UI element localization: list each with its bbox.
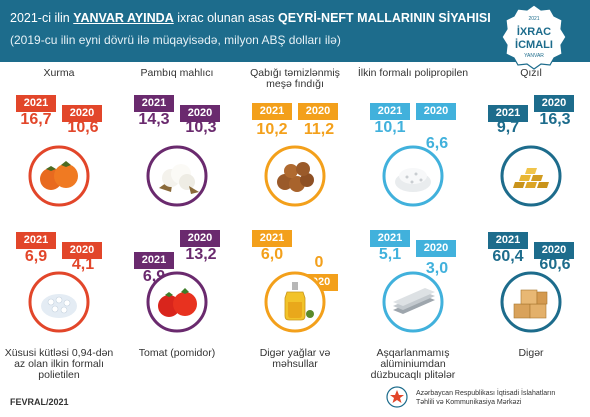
- value-2021: 6,9: [24, 248, 48, 265]
- item-card: Digər 2021 2020 60,4 60,6: [472, 226, 590, 396]
- hazelnut-icon: [264, 145, 326, 207]
- item-name: Qızıl: [520, 67, 542, 79]
- aluminium-icon: [382, 271, 444, 333]
- item-card: Xüsusi kütləsi 0,94-dən az olan ilkin fo…: [0, 226, 118, 396]
- item-card: Qızıl 2021 2020 9,7 16,3: [472, 64, 590, 234]
- item-card: Tomat (pomidor) 2021 2020 6,9 13,2: [118, 226, 236, 396]
- year-2021-tag: 2021: [134, 252, 174, 269]
- footer-organization: Azərbaycan Respublikası İqtisadi İslahat…: [416, 389, 586, 407]
- year-2020-tag: 2020: [298, 103, 338, 120]
- footer-org-line-1: Azərbaycan Respublikası İqtisadi İslahat…: [416, 390, 556, 397]
- badge-line-2: İCMALI: [515, 38, 553, 51]
- item-name: Tomat (pomidor): [138, 347, 216, 359]
- value-2020: 10,6: [67, 119, 99, 136]
- badge-small-bottom: YANVAR: [524, 53, 544, 59]
- item-name: Digər: [518, 347, 544, 359]
- value-2020: 4,1: [71, 256, 95, 273]
- year-2021-tag: 2021: [488, 105, 528, 122]
- item-card: Pambıq mahlıcı 2021 2020 14,3 10,3: [118, 64, 236, 234]
- year-2020-tag: 2020: [416, 103, 456, 120]
- value-2021: 14,3: [138, 111, 170, 128]
- year-2020-tag: 2020: [180, 105, 220, 122]
- year-2021-tag: 2021: [16, 232, 56, 249]
- export-review-badge: 2021 İXRAC İCMALI YANVAR: [501, 4, 567, 70]
- value-2020: 60,6: [539, 256, 571, 273]
- gold-icon: [500, 145, 562, 207]
- year-2020-tag: 2020: [534, 95, 574, 112]
- item-card: Aşqarlanmamış alüminiumdan düzbucaqlı pl…: [354, 226, 472, 396]
- oil-icon: [264, 271, 326, 333]
- footer-org-line-2: Təhlili və Kommunikasiya Mərkəzi: [416, 399, 522, 406]
- year-2020-tag: 2020: [62, 105, 102, 122]
- item-card: Qabığı təmizlənmiş meşə fındığı 2021 202…: [236, 64, 354, 234]
- year-2020-tag: 2020: [62, 242, 102, 259]
- persimmon-icon: [28, 145, 90, 207]
- value-2021: 60,4: [492, 248, 524, 265]
- badge-small-top: 2021: [528, 16, 539, 22]
- title-part-4: QEYRİ-NEFT MALLARININ SİYAHISI: [278, 11, 491, 25]
- item-name: Xüsusi kütləsi 0,94-dən az olan ilkin fo…: [4, 347, 114, 381]
- value-2021: 10,1: [374, 119, 406, 136]
- title-part-2: YANVAR AYINDA: [73, 11, 174, 25]
- item-card: İlkin formalı polipropilen 2021 2020 10,…: [354, 64, 472, 234]
- page-subtitle: (2019-cu ilin eyni dövrü ilə müqayisədə,…: [10, 33, 341, 47]
- value-2020: 11,2: [303, 121, 335, 138]
- value-2021: 5,1: [378, 246, 402, 263]
- tomato-icon: [146, 271, 208, 333]
- year-2020-tag: 2020: [534, 242, 574, 259]
- item-name: Qabığı təmizlənmiş meşə fındığı: [250, 67, 340, 90]
- year-2021-tag: 2021: [16, 95, 56, 112]
- emblem-icon: [386, 386, 408, 408]
- footer-date: FEVRAL/2021: [10, 397, 69, 407]
- year-2020-tag: 2020: [416, 240, 456, 257]
- item-name: Digər yağlar və məhsullar: [259, 347, 331, 370]
- value-2020: 3,0: [425, 260, 449, 277]
- title-part-3: ixrac olunan asas: [177, 11, 275, 25]
- polyethylene-icon: [28, 271, 90, 333]
- item-name: Pambıq mahlıcı: [140, 67, 214, 79]
- page-title: 2021-ci ilin YANVAR AYINDA ixrac olunan …: [10, 11, 491, 25]
- badge-line-1: İXRAC: [517, 25, 551, 38]
- year-2021-tag: 2021: [488, 232, 528, 249]
- year-2021-tag: 2021: [252, 103, 292, 120]
- item-name: Xurma: [43, 67, 75, 79]
- year-2021-tag: 2021: [370, 230, 410, 247]
- year-2021-tag: 2021: [370, 103, 410, 120]
- value-2020: 6,6: [425, 135, 449, 152]
- badge-seal-icon: [501, 4, 567, 70]
- item-card: Digər yağlar və məhsullar 2021 2020 6,0 …: [236, 226, 354, 396]
- value-2020: 13,2: [185, 246, 217, 263]
- title-part-1: 2021-ci ilin: [10, 11, 70, 25]
- boxes-icon: [500, 271, 562, 333]
- value-2021: 9,7: [496, 119, 520, 136]
- year-2021-tag: 2021: [252, 230, 292, 247]
- value-2020: 16,3: [539, 111, 571, 128]
- value-2021: 10,2: [256, 121, 288, 138]
- item-card: Xurma 2021 2020 16,7 10,6: [0, 64, 118, 234]
- year-2020-tag: 2020: [180, 230, 220, 247]
- item-name: Aşqarlanmamış alüminiumdan düzbucaqlı pl…: [370, 347, 456, 381]
- year-2021-tag: 2021: [134, 95, 174, 112]
- item-name: İlkin formalı polipropilen: [357, 67, 469, 79]
- polypropylene-icon: [382, 145, 444, 207]
- value-2021: 6,0: [260, 246, 284, 263]
- cotton-icon: [146, 145, 208, 207]
- value-2020: 0: [314, 254, 324, 271]
- value-2021: 16,7: [20, 111, 52, 128]
- value-2020: 10,3: [185, 119, 217, 136]
- header-banner: 2021-ci ilin YANVAR AYINDA ixrac olunan …: [0, 0, 590, 62]
